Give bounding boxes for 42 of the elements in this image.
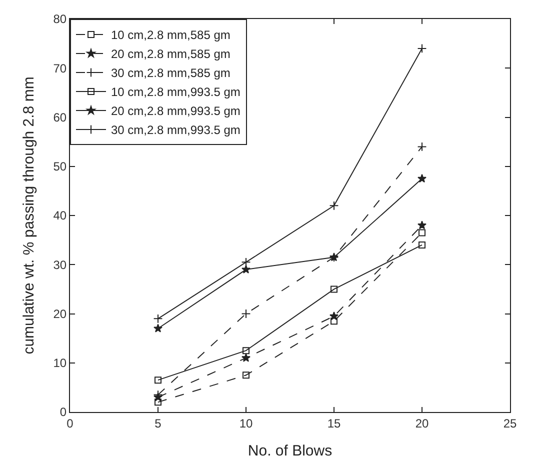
y-tick-label: 30 bbox=[53, 258, 67, 272]
point bbox=[242, 372, 250, 379]
legend-label: 10 cm,2.8 mm,993.5 gm bbox=[111, 85, 240, 100]
y-tick-label: 0 bbox=[60, 405, 67, 420]
x-tick-label: 25 bbox=[503, 416, 517, 430]
point bbox=[418, 220, 426, 230]
y-tick-label: 60 bbox=[53, 110, 67, 124]
point bbox=[418, 174, 426, 183]
point bbox=[330, 286, 338, 293]
point bbox=[418, 241, 426, 248]
y-tick-label: 70 bbox=[53, 61, 67, 76]
x-tick-label: 20 bbox=[415, 416, 429, 430]
point bbox=[154, 324, 162, 332]
y-tick-label: 40 bbox=[53, 208, 67, 223]
y-tick-label: 50 bbox=[53, 160, 67, 174]
legend-label: 30 cm,2.8 mm,585 gm bbox=[111, 66, 230, 80]
point bbox=[330, 312, 338, 320]
point bbox=[418, 229, 426, 236]
point bbox=[241, 257, 251, 267]
point bbox=[330, 318, 338, 325]
legend-label: 10 cm,2.8 mm,585 gm bbox=[111, 28, 230, 42]
y-axis-title: cumulative wt. % passing through 2.8 mm bbox=[20, 76, 38, 354]
point bbox=[241, 309, 251, 318]
point bbox=[242, 264, 250, 274]
x-axis-title: No. of Blows bbox=[248, 442, 332, 460]
point bbox=[153, 314, 163, 324]
point bbox=[242, 353, 250, 362]
point bbox=[242, 347, 250, 354]
point bbox=[417, 142, 427, 152]
point bbox=[154, 376, 162, 384]
x-tick-label: 15 bbox=[327, 416, 341, 430]
legend-label: 30 cm,2.8 mm,993.5 gm bbox=[111, 123, 240, 138]
point bbox=[329, 200, 339, 210]
legend-label: 20 cm,2.8 mm,585 gm bbox=[111, 47, 230, 62]
point bbox=[154, 398, 162, 406]
x-tick-label: 10 bbox=[239, 416, 253, 430]
legend-label: 20 cm,2.8 mm,993.5 gm bbox=[111, 104, 240, 118]
point bbox=[417, 44, 427, 54]
x-tick-label: 5 bbox=[154, 416, 162, 430]
y-tick-label: 10 bbox=[53, 356, 67, 370]
y-tick-label: 20 bbox=[53, 306, 67, 321]
y-tick-label: 80 bbox=[53, 12, 67, 26]
